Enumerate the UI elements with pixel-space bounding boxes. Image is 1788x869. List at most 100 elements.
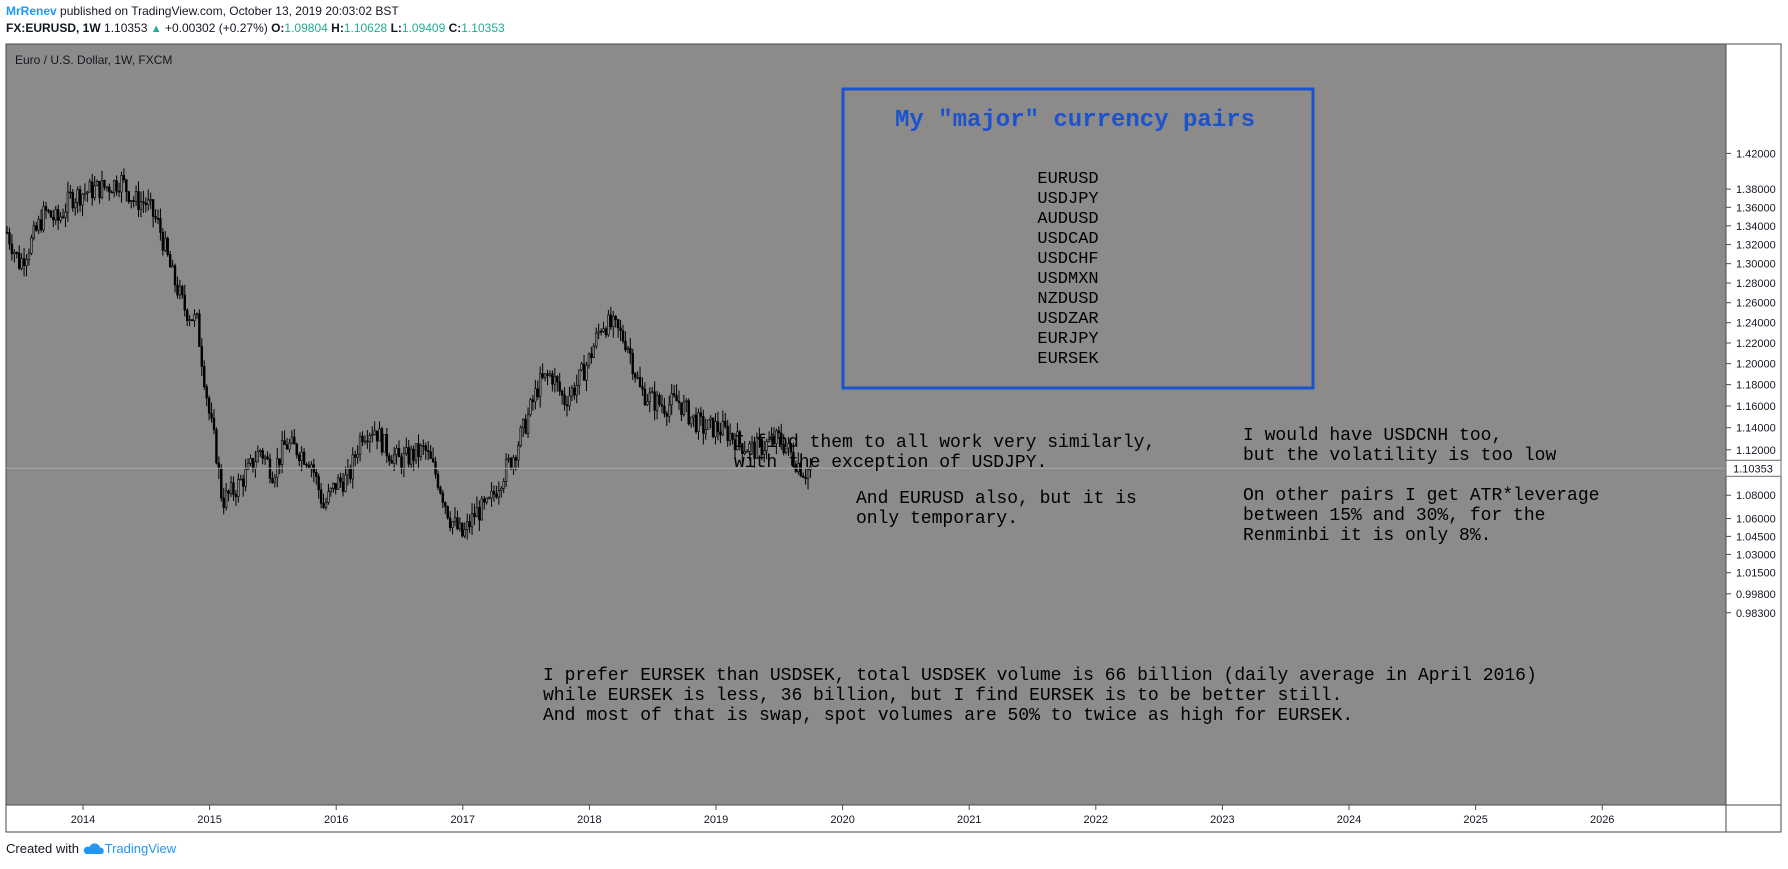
candle-body xyxy=(49,210,53,218)
candle-body xyxy=(726,425,729,442)
candle-body xyxy=(373,430,376,435)
last-price: 1.10353 xyxy=(104,21,148,35)
candle-body xyxy=(590,353,593,358)
y-tick-label: 1.26000 xyxy=(1736,298,1776,310)
candle-body xyxy=(614,315,617,320)
candle-body xyxy=(492,490,496,495)
close-value: 1.10353 xyxy=(461,21,505,35)
candle-body xyxy=(229,482,233,494)
candle-body xyxy=(767,439,771,442)
candle-body xyxy=(629,347,632,354)
candle-body xyxy=(305,463,308,466)
author-link[interactable]: MrRenev xyxy=(6,4,57,18)
candle-body xyxy=(728,433,732,442)
candle-body xyxy=(317,476,320,491)
candle-body xyxy=(765,441,768,451)
candle-body xyxy=(385,434,389,457)
x-tick-label: 2021 xyxy=(957,814,981,826)
candle-body xyxy=(259,450,262,452)
candle-body xyxy=(88,181,92,193)
candle-body xyxy=(597,330,600,334)
candle-body xyxy=(310,464,313,469)
candle-body xyxy=(83,192,87,195)
candle-body xyxy=(349,467,352,480)
open-label: O: xyxy=(271,21,285,35)
candle-body xyxy=(755,437,759,459)
x-tick-label: 2020 xyxy=(830,814,854,826)
candle-body xyxy=(149,199,152,202)
candle-body xyxy=(324,502,328,509)
candle-body xyxy=(234,494,238,497)
candle-body xyxy=(198,313,201,347)
y-tick-label: 1.28000 xyxy=(1736,278,1776,290)
candle-body xyxy=(405,447,408,454)
candle-body xyxy=(787,443,790,449)
candle-body xyxy=(716,421,720,433)
candle-body xyxy=(178,286,182,296)
candle-body xyxy=(319,489,323,504)
candle-body xyxy=(448,517,452,529)
candle-body xyxy=(636,376,639,379)
candle-body xyxy=(534,388,537,402)
candle-body xyxy=(526,414,530,434)
candle-body xyxy=(322,503,325,509)
annotation-line: USDJPY xyxy=(1037,190,1098,209)
candle-body xyxy=(142,201,145,204)
candle-body xyxy=(553,376,557,385)
candle-body xyxy=(353,454,357,458)
chart-pane[interactable] xyxy=(6,44,1726,805)
x-tick-label: 2015 xyxy=(197,814,221,826)
price-axis[interactable] xyxy=(1726,44,1781,832)
candle-body xyxy=(239,478,242,481)
candle-body xyxy=(743,451,746,454)
x-tick-label: 2014 xyxy=(71,814,95,826)
annotation-line: Renminbi it is only 8%. xyxy=(1243,526,1491,546)
candle-body xyxy=(356,453,359,458)
candle-body xyxy=(665,413,669,417)
candle-body xyxy=(784,447,788,454)
candle-body xyxy=(573,387,576,396)
candle-body xyxy=(307,464,311,469)
y-tick-label: 1.18000 xyxy=(1736,380,1776,392)
candle-body xyxy=(8,232,11,245)
candle-body xyxy=(487,497,491,500)
annotation-line: USDCHF xyxy=(1037,250,1098,269)
candle-body xyxy=(220,467,223,499)
candle-body xyxy=(738,431,742,445)
tradingview-brand-link[interactable]: TradingView xyxy=(104,841,177,856)
time-axis[interactable] xyxy=(6,805,1726,832)
candle-body xyxy=(302,451,306,465)
candle-body xyxy=(334,482,337,490)
candle-body xyxy=(93,185,96,199)
low-label: L: xyxy=(390,21,402,35)
candle-body xyxy=(30,237,33,254)
y-tick-label: 0.99800 xyxy=(1736,589,1776,601)
candle-body xyxy=(154,216,157,219)
candle-body xyxy=(261,450,264,459)
candle-body xyxy=(156,218,160,220)
pairs-box xyxy=(841,87,1315,390)
candle-body xyxy=(39,219,43,231)
candle-body xyxy=(380,428,384,453)
candle-body xyxy=(619,327,622,332)
candle-body xyxy=(297,454,301,461)
candle-body xyxy=(166,238,169,255)
candle-body xyxy=(483,498,486,503)
candle-body xyxy=(653,391,656,411)
candle-body xyxy=(59,216,62,221)
annotation-line: EURSEK xyxy=(1037,350,1099,369)
candle-body xyxy=(35,225,38,231)
candle-body xyxy=(495,493,498,498)
y-tick-label: 0.98300 xyxy=(1736,608,1776,620)
candle-body xyxy=(626,347,630,350)
pairs-box-title: My "major" currency pairs xyxy=(895,107,1255,134)
x-tick-label: 2018 xyxy=(577,814,601,826)
annotation-line: EURUSD xyxy=(1037,170,1098,189)
candle-body xyxy=(414,443,418,461)
candle-body xyxy=(327,491,330,503)
candle-body xyxy=(251,458,255,469)
candle-body xyxy=(521,418,525,429)
candle-body xyxy=(159,218,162,233)
candle-body xyxy=(173,265,177,286)
